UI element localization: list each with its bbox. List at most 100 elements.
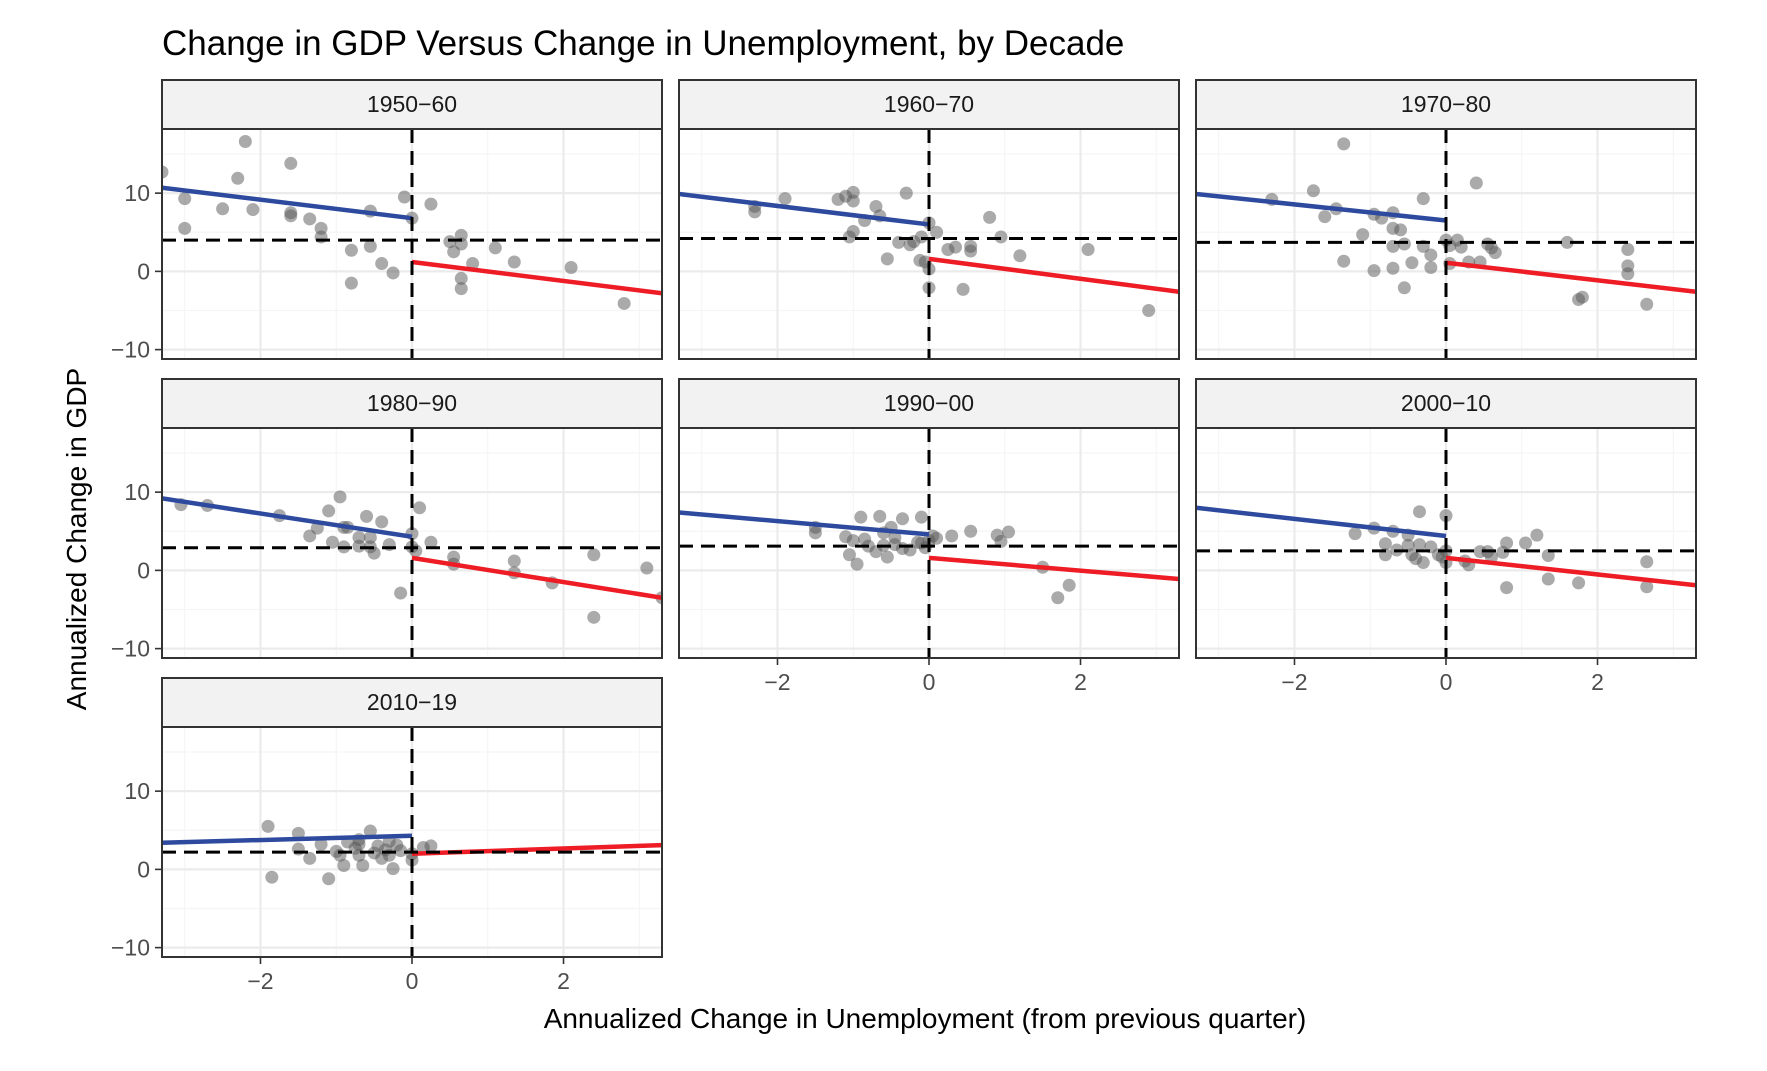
data-point (1051, 591, 1065, 605)
data-point (413, 501, 427, 515)
data-point (424, 535, 438, 549)
data-point (325, 535, 339, 549)
fit-line-negative (1196, 191, 1447, 223)
data-point (778, 192, 792, 206)
data-point (443, 235, 457, 249)
y-tick-label: −10 (111, 935, 150, 961)
data-point (314, 837, 328, 851)
data-point (284, 209, 298, 223)
facet-panels: 1950−60 −10 0 10 1960−70 1970−80 1980−90 −10 0 10… (111, 79, 1697, 994)
data-point (1640, 580, 1654, 594)
data-point (587, 610, 601, 624)
data-point (375, 515, 389, 529)
data-point (363, 239, 377, 253)
data-point (231, 171, 245, 185)
data-point (1142, 303, 1156, 317)
data-point (466, 257, 480, 271)
data-layer (162, 490, 662, 624)
data-point (1439, 509, 1453, 523)
data-point (1306, 184, 1320, 198)
data-point (363, 531, 377, 545)
data-point (394, 586, 408, 600)
facet-panel: 1970−80 (1195, 79, 1697, 360)
data-point (1621, 242, 1635, 256)
facet-panel: 1950−60 −10 0 10 (111, 79, 663, 363)
data-point (303, 851, 317, 865)
facet-strip-label: 1960−70 (884, 91, 974, 117)
y-axis-title: Annualized Change in GDP (61, 368, 92, 710)
x-tick-label: −2 (764, 669, 790, 695)
y-tick-label: 0 (137, 856, 150, 882)
data-point (344, 243, 358, 257)
data-point (1367, 264, 1381, 278)
data-point (356, 858, 370, 872)
data-point (363, 824, 377, 838)
data-point (1348, 527, 1362, 541)
data-point (1394, 223, 1408, 237)
data-point (488, 241, 502, 255)
data-point (895, 512, 909, 526)
data-point (949, 240, 963, 254)
data-point (352, 539, 366, 553)
data-point (846, 194, 860, 208)
data-point (899, 186, 913, 200)
panel-border (1195, 128, 1697, 360)
data-point (1424, 260, 1438, 274)
y-tick-label: 0 (137, 557, 150, 583)
data-point (1002, 525, 1016, 539)
x-tick-label: 2 (557, 968, 570, 994)
data-point (842, 230, 856, 244)
facet-panel: 1960−70 (678, 79, 1180, 360)
data-point (1081, 242, 1095, 256)
data-point (1412, 505, 1426, 519)
data-point (1337, 137, 1351, 151)
data-point (1318, 210, 1332, 224)
data-point (394, 844, 408, 858)
data-point (360, 509, 374, 523)
data-point (1572, 576, 1586, 590)
data-point (216, 202, 230, 216)
data-point (322, 504, 336, 518)
fit-line-negative (679, 191, 930, 227)
data-point (1416, 192, 1430, 206)
fit-line-negative (162, 496, 413, 539)
data-point (1519, 536, 1533, 550)
data-point (1530, 528, 1544, 542)
data-point (956, 282, 970, 296)
data-point (507, 255, 521, 269)
data-point (178, 192, 192, 206)
data-point (507, 554, 521, 568)
facet-strip-label: 1950−60 (367, 91, 457, 117)
data-point (238, 135, 252, 149)
data-point (1500, 581, 1514, 595)
data-point (1397, 281, 1411, 295)
data-point (246, 203, 260, 217)
data-point (854, 510, 868, 524)
data-layer (679, 509, 1179, 605)
facet-strip (1195, 79, 1697, 130)
panel-border (161, 427, 663, 659)
facet-panel: 1980−90 −10 0 10 (111, 378, 663, 662)
data-point (454, 282, 468, 296)
y-tick-label: −10 (111, 636, 150, 662)
facet-strip-label: 2000−10 (1401, 390, 1491, 416)
data-point (850, 557, 864, 571)
data-point (880, 550, 894, 564)
data-point (964, 524, 978, 538)
data-point (842, 548, 856, 562)
data-point (1378, 537, 1392, 551)
x-tick-label: 0 (1440, 669, 1453, 695)
data-point (386, 862, 400, 876)
data-point (1412, 538, 1426, 552)
x-tick-label: 2 (1074, 669, 1087, 695)
data-point (322, 872, 336, 886)
data-point (587, 548, 601, 562)
data-point (983, 210, 997, 224)
data-point (1386, 261, 1400, 275)
facet-strip (161, 378, 663, 429)
data-point (748, 205, 762, 219)
fit-line-positive (1445, 555, 1696, 588)
facet-strip (161, 79, 663, 130)
facet-panel: 2010−19 −10 0 10 −2 0 2 (111, 677, 663, 994)
